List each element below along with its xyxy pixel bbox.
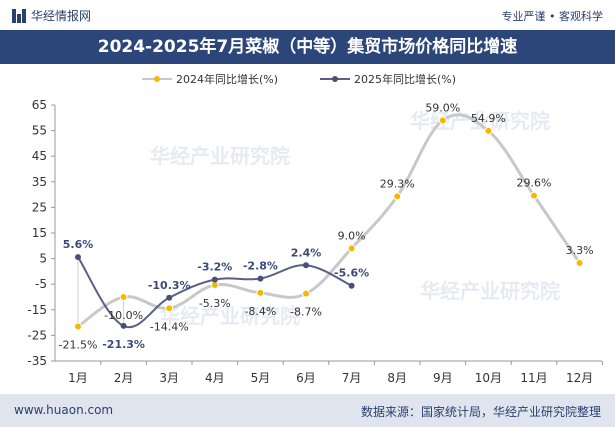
brand-name: 华经情报网 (31, 9, 92, 23)
x-tick-label: 4月 (205, 371, 225, 385)
y-tick-label: 65 (32, 98, 47, 112)
x-tick-label: 3月 (159, 371, 179, 385)
point-2025 (211, 276, 218, 283)
point-2025 (303, 262, 309, 269)
point-2024 (393, 192, 402, 201)
data-label-2024: -8.7% (290, 306, 322, 319)
tagline: 专业严谨 • 客观科学 (501, 10, 603, 23)
top-bar: 华经情报网 专业严谨 • 客观科学 (0, 0, 615, 30)
data-label-2025: -2.8% (243, 260, 278, 273)
y-tick-label: -25 (27, 328, 47, 342)
x-tick-label: 2月 (114, 371, 134, 385)
data-label-2024: -10.0% (104, 309, 143, 322)
line-chart: 65 55 45 35 25 15 5 -5 -15 -25 -35 1月 2月 3月 4月 5月 6月 7月 8月… (27, 98, 603, 385)
footer-site: www.huaon.com (14, 403, 114, 417)
data-label-2025: 5.6% (63, 238, 94, 251)
x-tick-label: 1月 (68, 371, 88, 385)
legend-label-2025: 2025年同比增长(%) (354, 73, 457, 86)
brand-logo-icon (12, 8, 26, 23)
x-tick-label: 7月 (342, 371, 362, 385)
point-2024 (165, 304, 174, 313)
data-label-2024: 29.3% (380, 177, 415, 190)
legend-label-2024: 2024年同比增长(%) (176, 73, 279, 86)
y-tick-label: -15 (27, 303, 47, 317)
x-tick-label: 6月 (296, 371, 316, 385)
x-tick-label: 8月 (387, 371, 407, 385)
point-2024 (575, 258, 584, 267)
y-tick-label: -35 (27, 354, 47, 368)
data-label-2024: 9.0% (338, 229, 366, 242)
point-2024 (484, 126, 493, 135)
point-2024 (438, 116, 447, 125)
data-label-2024: 29.6% (517, 177, 552, 190)
data-label-2024: -5.3% (199, 297, 231, 310)
x-tick-label: 10月 (475, 371, 502, 385)
data-label-2024: 54.9% (471, 112, 506, 125)
legend-item-2024: 2024年同比增长(%) (142, 71, 278, 87)
point-2025 (120, 322, 127, 329)
y-tick-label: 45 (32, 149, 47, 163)
chart-title: 2024-2025年7月菜椒（中等）集贸市场价格同比增速 (0, 30, 615, 64)
data-label-2024: 59.0% (425, 101, 460, 114)
y-tick-label: -5 (35, 277, 47, 291)
legend: 2024年同比增长(%) 2025年同比增长(%) (0, 69, 615, 89)
point-2024 (347, 244, 356, 253)
series-2024-line (77, 113, 581, 328)
point-2025 (166, 294, 173, 301)
y-tick-label: 55 (32, 124, 47, 138)
legend-swatch-2024-icon (142, 76, 172, 82)
point-2024 (302, 289, 310, 298)
x-tick-label: 11月 (520, 371, 547, 385)
point-2024 (74, 322, 82, 331)
point-2025 (75, 254, 81, 261)
data-label-2024: -14.4% (150, 320, 189, 333)
point-2025 (257, 275, 264, 282)
data-label-2025: -10.3% (148, 279, 191, 292)
footer-source: 数据来源：国家统计局，华经产业研究院整理 (360, 405, 601, 419)
point-2024 (530, 191, 538, 200)
y-tick-label: 35 (32, 175, 47, 189)
legend-item-2025: 2025年同比增长(%) (320, 71, 456, 87)
point-2024 (119, 293, 128, 301)
data-label-2024: -8.4% (244, 305, 276, 318)
data-label-2025: -3.2% (197, 261, 232, 274)
point-2025 (348, 282, 355, 289)
legend-swatch-2025-icon (320, 76, 350, 82)
point-2024 (256, 288, 265, 297)
brand: 华经情报网 (12, 7, 91, 24)
x-tick-label: 9月 (433, 371, 453, 385)
x-tick-label: 12月 (566, 371, 593, 385)
data-label-2025: 2.4% (291, 246, 322, 259)
data-label-2024: 3.3% (566, 244, 594, 257)
data-label-2025: -21.3% (102, 338, 145, 351)
data-label-2024: -21.5% (59, 338, 98, 351)
data-label-2025: -5.6% (334, 267, 369, 280)
y-tick-label: 5 (39, 252, 47, 266)
y-tick-label: 25 (32, 200, 47, 214)
footer: www.huaon.com 数据来源：国家统计局，华经产业研究院整理 (0, 394, 615, 427)
y-tick-label: 15 (32, 226, 47, 240)
x-tick-label: 5月 (251, 371, 271, 385)
